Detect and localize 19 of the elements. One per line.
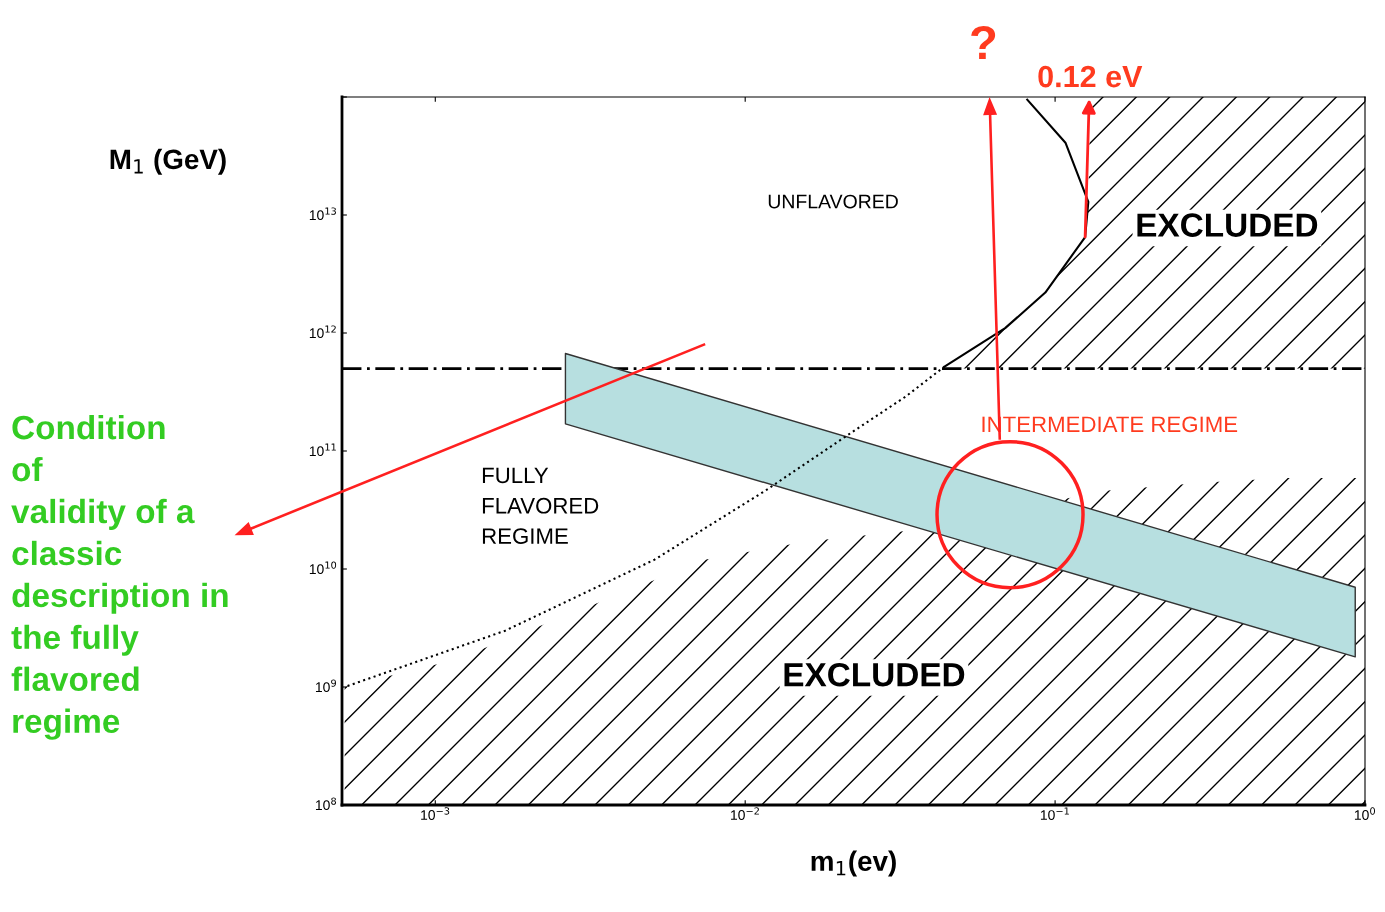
x-tick-label: 10$^{−3}$ [421,807,450,820]
y-tick-label: 10$^{9}$ [315,679,336,693]
y-tick-label: 10$^{10}$ [309,561,337,575]
annotation: EXCLUDED [1137,213,1318,237]
annotation: EXCLUDED [784,662,965,687]
y-tick-label: 10$^{13}$ [309,207,336,221]
text: Condition of validity of a classic description in the fully flavored regime [11,414,228,740]
y-axis-title: M$_{1}$ (GeV) [110,148,226,175]
x-tick-label: 10$^{0}$ [1354,807,1376,820]
y-tick-label: 10$^{11}$ [309,443,336,457]
x-tick-label: 10$^{−2}$ [731,807,759,820]
x-tick-label: 10$^{−1}$ [1040,807,1069,820]
annotation: 0.12 eV [1038,65,1143,88]
annotation: UNFLAVORED [768,194,898,209]
text: ? [971,25,996,59]
y-tick-label: 10$^{12}$ [309,325,336,339]
y-tick-label: 10$^{8}$ [315,797,337,811]
x-axis-title: m$_{1}$(ev) [811,850,896,877]
annotation: FULLY FLAVORED REGIME [482,467,599,544]
